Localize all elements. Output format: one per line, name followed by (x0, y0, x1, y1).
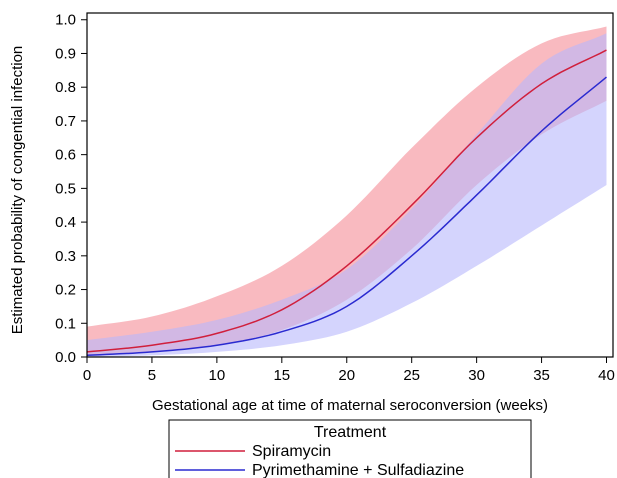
x-tick-label: 20 (338, 367, 355, 384)
y-tick-label: 0.3 (55, 248, 76, 265)
x-tick-label: 25 (403, 367, 420, 384)
y-tick-label: 0.0 (55, 349, 76, 366)
x-tick-label: 5 (148, 367, 156, 384)
y-axis: 0.0 0.1 0.2 0.3 0.4 0.5 0.6 0.7 0.8 0.9 1.0 (55, 12, 87, 366)
legend-box (168, 419, 532, 478)
x-tick-label: 40 (598, 367, 615, 384)
legend-label-spiramycin: Spiramycin (252, 443, 331, 460)
x-tick-label: 0 (83, 367, 91, 384)
series-line-spiramycin (86, 49, 607, 353)
x-tick-label: 10 (209, 367, 226, 384)
legend-title: Treatment (314, 424, 387, 441)
x-axis: 0 5 10 15 20 25 30 35 40 (83, 357, 615, 384)
y-tick-label: 0.9 (55, 45, 76, 62)
series-lines (86, 49, 607, 357)
y-tick-label: 0.4 (55, 214, 76, 231)
x-tick-label: 30 (468, 367, 485, 384)
x-tick-label: 35 (533, 367, 550, 384)
y-tick-label: 0.1 (55, 315, 76, 332)
y-tick-label: 0.6 (55, 147, 76, 164)
legend: Treatment Spiramycin Pyrimethamine + Sul… (168, 419, 532, 478)
y-tick-label: 0.8 (55, 79, 76, 96)
x-tick-label: 15 (273, 367, 290, 384)
plot-area-frame (86, 12, 614, 358)
confidence-band-pyrimethamine-sulfadiazine (87, 33, 607, 357)
y-axis-title: Estimated probability of congential infe… (9, 46, 26, 335)
y-tick-label: 0.5 (55, 180, 76, 197)
y-tick-label: 0.7 (55, 113, 76, 130)
y-tick-label: 0.2 (55, 282, 76, 299)
y-tick-label: 1.0 (55, 12, 76, 29)
legend-label-pyrimethamine-sulfadiazine: Pyrimethamine + Sulfadiazine (252, 462, 464, 478)
confidence-bands (87, 26, 607, 357)
x-axis-title: Gestational age at time of maternal sero… (152, 397, 548, 414)
confidence-band-spiramycin (87, 26, 607, 356)
series-line-pyrimethamine-sulfadiazine (86, 76, 607, 357)
